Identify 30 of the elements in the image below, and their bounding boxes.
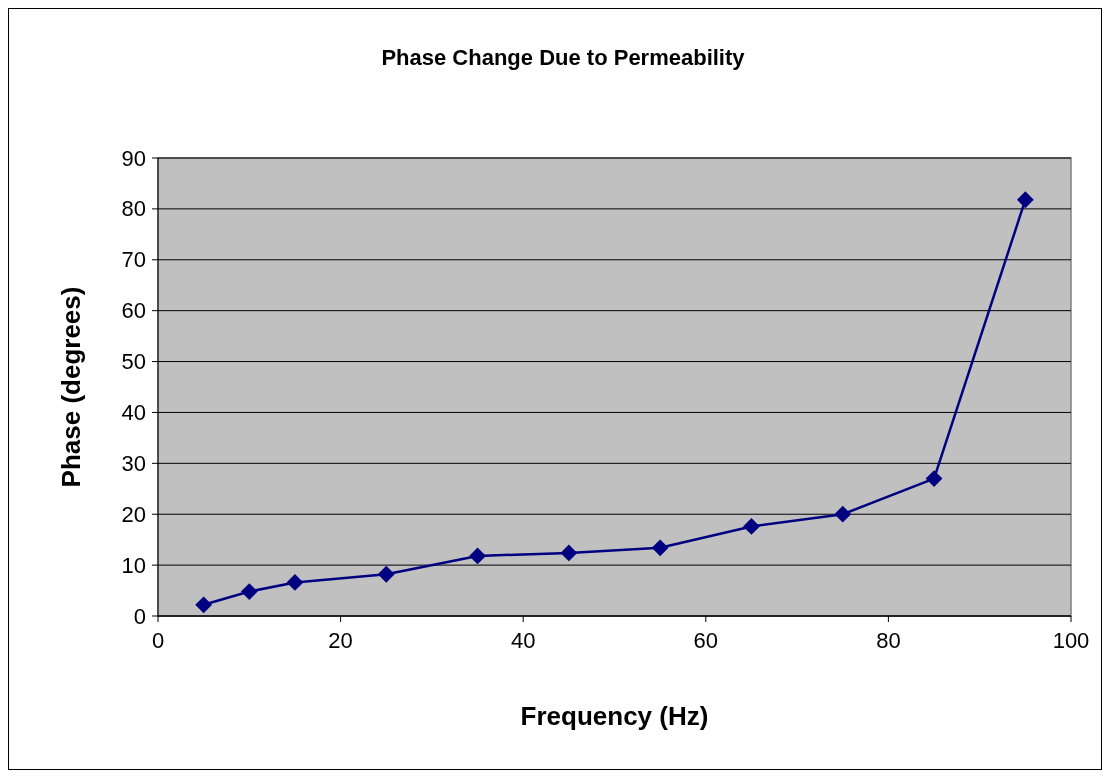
x-tick-label: 40: [510, 628, 536, 653]
x-tick-label: 80: [876, 628, 901, 653]
point: [560, 544, 578, 562]
y-tick-label: 70: [121, 247, 146, 273]
y-tick-label: 40: [121, 399, 146, 425]
x-tick-label: 20: [328, 628, 353, 653]
y-tick-label: 80: [121, 196, 146, 222]
y-tick-label: 90: [121, 145, 146, 171]
point: [834, 505, 852, 523]
y-tick-label: 20: [121, 501, 146, 527]
point: [195, 596, 213, 614]
point: [240, 583, 258, 600]
y-axis-title: Phase (degrees): [56, 286, 86, 488]
point: [651, 539, 669, 557]
point: [377, 565, 395, 583]
point: [1016, 191, 1034, 209]
y-tick-label: 30: [121, 450, 146, 476]
x-axis-title: Frequency (Hz): [520, 701, 709, 731]
y-tick-label: 0: [133, 603, 146, 629]
y-tick-label: 60: [121, 298, 146, 324]
y-tick-label: 10: [121, 552, 146, 578]
chart-title: Phase Change Due to Permeability: [381, 45, 746, 70]
point: [469, 547, 486, 565]
x-tick-label: 100: [1052, 628, 1090, 653]
y-tick-label: 50: [121, 349, 146, 375]
point: [286, 574, 304, 591]
point: [925, 470, 943, 487]
point: [743, 518, 760, 535]
x-tick-label: 0: [151, 628, 165, 653]
x-tick-label: 60: [693, 628, 719, 653]
